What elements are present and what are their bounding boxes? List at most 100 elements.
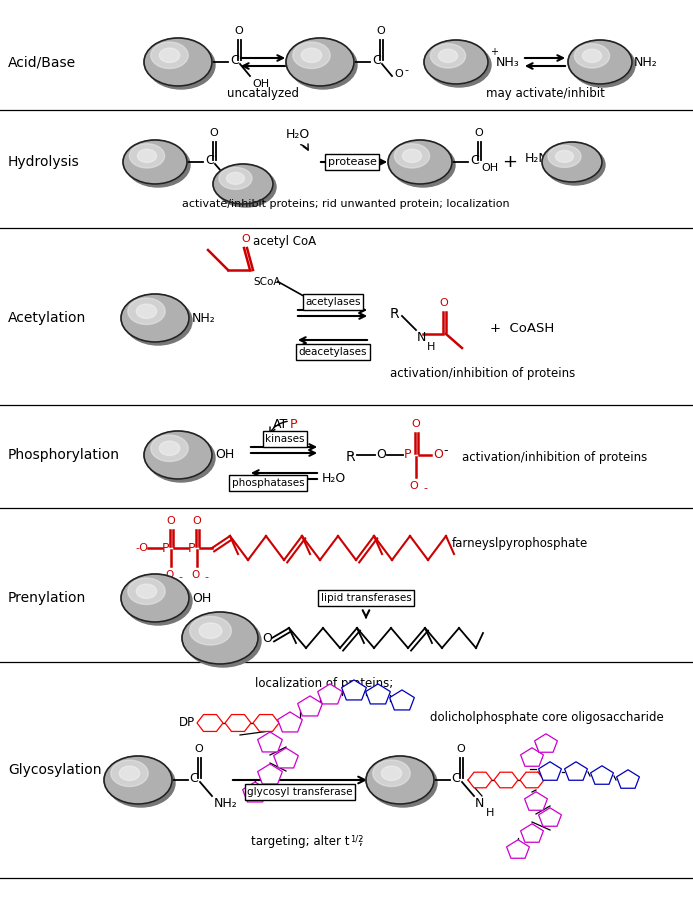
Text: +: + [490, 47, 498, 57]
Ellipse shape [199, 623, 222, 638]
Text: -: - [423, 483, 427, 493]
Polygon shape [538, 808, 561, 826]
Text: localization of proteins;: localization of proteins; [255, 677, 393, 691]
Text: H: H [486, 808, 494, 818]
Ellipse shape [124, 577, 192, 625]
Ellipse shape [439, 49, 457, 63]
Ellipse shape [568, 40, 632, 84]
Text: O: O [394, 69, 403, 79]
Text: DP: DP [179, 717, 195, 729]
Ellipse shape [548, 145, 581, 167]
Polygon shape [565, 762, 588, 780]
Ellipse shape [107, 759, 175, 807]
Ellipse shape [403, 149, 421, 163]
Text: O: O [412, 419, 421, 429]
Polygon shape [274, 748, 299, 768]
Ellipse shape [121, 574, 189, 622]
Ellipse shape [430, 44, 466, 68]
Text: O: O [235, 26, 243, 36]
Polygon shape [534, 734, 557, 753]
Text: farneyslpyrophosphate: farneyslpyrophosphate [452, 536, 588, 550]
Text: acetyl CoA: acetyl CoA [254, 235, 317, 249]
Text: OH: OH [252, 79, 269, 89]
Text: O: O [191, 570, 199, 580]
Ellipse shape [216, 167, 276, 207]
Text: O: O [376, 26, 385, 36]
Text: Phosphorylation: Phosphorylation [8, 448, 120, 462]
Text: SCoA: SCoA [253, 277, 281, 287]
Ellipse shape [427, 43, 491, 87]
Text: O: O [410, 481, 419, 491]
Text: P: P [290, 418, 297, 432]
Polygon shape [525, 792, 547, 810]
Text: N: N [229, 179, 238, 192]
Text: O: O [475, 128, 484, 138]
Text: phosphatases: phosphatases [231, 478, 304, 488]
Ellipse shape [121, 294, 189, 342]
Ellipse shape [227, 172, 245, 184]
Text: N: N [417, 331, 426, 344]
Ellipse shape [137, 149, 157, 163]
Text: R: R [346, 450, 356, 464]
Text: O: O [242, 234, 250, 244]
Polygon shape [520, 823, 543, 842]
Text: NH₂: NH₂ [634, 56, 658, 68]
Ellipse shape [151, 435, 188, 462]
Polygon shape [317, 684, 342, 704]
Text: activate/inhibit proteins; rid unwanted protein; localization: activate/inhibit proteins; rid unwanted … [182, 199, 510, 209]
Ellipse shape [373, 760, 410, 787]
Text: H: H [427, 342, 435, 352]
Text: glycosyl transferase: glycosyl transferase [247, 787, 353, 797]
Ellipse shape [542, 142, 602, 182]
Text: deacetylases: deacetylases [299, 347, 367, 357]
Text: OH: OH [481, 163, 498, 173]
Text: H₂N: H₂N [525, 152, 549, 164]
Text: -O: -O [135, 543, 148, 553]
Text: H: H [239, 190, 247, 200]
Text: O: O [457, 744, 466, 754]
Ellipse shape [128, 578, 165, 604]
Text: O: O [433, 448, 443, 462]
Text: Prenylation: Prenylation [8, 591, 86, 605]
Text: OH: OH [192, 592, 211, 604]
Ellipse shape [104, 756, 172, 804]
Polygon shape [243, 782, 267, 802]
Text: -: - [404, 65, 408, 75]
Ellipse shape [556, 150, 574, 163]
Ellipse shape [123, 140, 187, 184]
Polygon shape [253, 715, 279, 732]
Ellipse shape [381, 766, 402, 780]
Ellipse shape [293, 42, 330, 68]
Text: P: P [404, 448, 412, 462]
Ellipse shape [144, 431, 212, 479]
Polygon shape [297, 696, 322, 716]
Text: O: O [165, 570, 173, 580]
Polygon shape [366, 684, 390, 704]
Ellipse shape [582, 49, 602, 63]
Text: -: - [443, 445, 448, 457]
Text: NH₂: NH₂ [214, 797, 238, 810]
Ellipse shape [388, 140, 452, 184]
Ellipse shape [545, 145, 605, 185]
Text: uncatalyzed: uncatalyzed [227, 87, 299, 101]
Text: O: O [376, 448, 386, 462]
Polygon shape [520, 748, 543, 766]
Text: +  CoASH: + CoASH [490, 321, 554, 334]
Polygon shape [520, 772, 544, 788]
Text: P: P [162, 541, 170, 554]
Ellipse shape [301, 48, 322, 63]
Polygon shape [342, 680, 367, 700]
Text: C: C [189, 772, 198, 786]
Text: O: O [195, 744, 203, 754]
Text: may activate/inhibit: may activate/inhibit [486, 87, 604, 101]
Ellipse shape [124, 297, 192, 345]
Polygon shape [538, 762, 561, 780]
Ellipse shape [213, 164, 273, 204]
Text: O: O [166, 516, 175, 526]
Text: C: C [372, 55, 380, 67]
Text: activation/inhibition of proteins: activation/inhibition of proteins [462, 451, 647, 463]
Text: C: C [230, 55, 239, 67]
Text: OH: OH [215, 448, 234, 462]
Text: protease: protease [328, 157, 376, 167]
Text: ;: ; [358, 835, 362, 849]
